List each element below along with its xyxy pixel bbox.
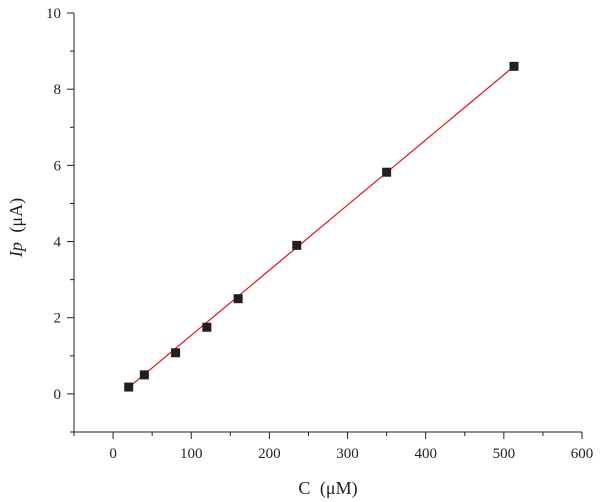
y-tick-label: 0 xyxy=(54,387,62,403)
y-tick-label: 2 xyxy=(54,311,62,327)
y-axis-title: Ip (μA) xyxy=(6,198,27,258)
y-tick-label: 6 xyxy=(54,158,62,174)
axes xyxy=(73,13,582,433)
fit-line xyxy=(128,65,515,388)
x-tick-label: 300 xyxy=(336,446,359,462)
fit-line-group xyxy=(128,65,515,388)
x-tick-label: 400 xyxy=(414,446,437,462)
y-axis-title-unit: (μA) xyxy=(6,198,27,233)
data-point xyxy=(292,240,302,250)
x-tick-label: 600 xyxy=(571,446,594,462)
y-axis-title-main: Ip xyxy=(6,242,26,258)
data-point xyxy=(233,294,243,304)
x-tick-label: 500 xyxy=(493,446,516,462)
data-point xyxy=(139,370,149,380)
x-axis-title: C (μM) xyxy=(298,478,357,499)
ticks: 0 100 200 300 400 500 600 0 2 4 6 8 10 xyxy=(46,6,593,462)
x-axis-title-main: C xyxy=(298,478,310,498)
data-point xyxy=(202,322,212,332)
data-point xyxy=(171,348,181,358)
data-point xyxy=(509,61,519,71)
data-point xyxy=(124,382,134,392)
y-tick-label: 4 xyxy=(54,235,62,251)
x-tick-label: 200 xyxy=(258,446,281,462)
data-points xyxy=(124,61,519,392)
x-tick-label: 100 xyxy=(180,446,203,462)
x-axis-title-unit: (μM) xyxy=(320,478,358,499)
data-point xyxy=(382,167,392,177)
x-tick-label: 0 xyxy=(109,446,117,462)
y-tick-label: 8 xyxy=(54,82,62,98)
y-tick-label: 10 xyxy=(46,6,61,22)
